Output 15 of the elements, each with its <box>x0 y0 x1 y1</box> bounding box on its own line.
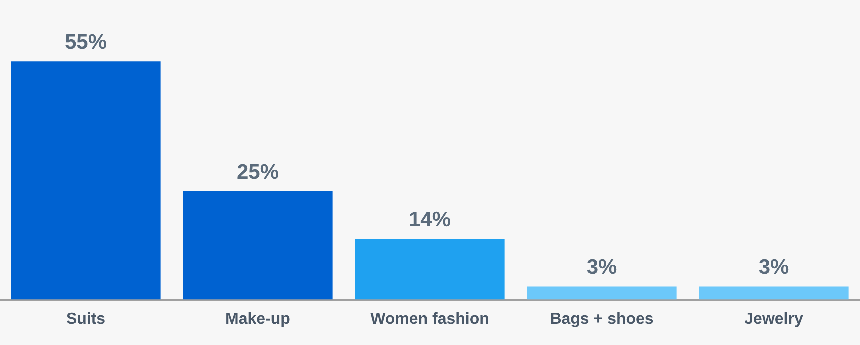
bar <box>183 192 333 300</box>
x-tick-label: Jewelry <box>744 310 804 328</box>
data-label: 25% <box>236 160 280 184</box>
x-tick-label: Women fashion <box>370 310 490 328</box>
x-tick-label: Suits <box>66 310 106 328</box>
bar <box>699 286 849 300</box>
x-tick-label: Make-up <box>226 310 291 328</box>
x-tick-label: Bags + shoes <box>550 310 654 328</box>
data-label: 14% <box>408 208 452 232</box>
bar <box>527 286 677 300</box>
bar <box>355 239 505 300</box>
bar <box>11 62 161 300</box>
data-label: 3% <box>758 256 790 280</box>
data-label: 55% <box>64 30 108 54</box>
data-label: 3% <box>586 256 618 280</box>
